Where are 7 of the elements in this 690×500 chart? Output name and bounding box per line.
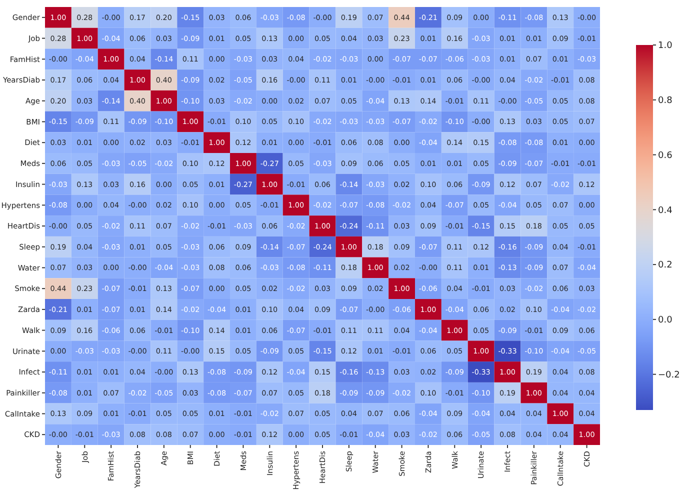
color-bar-label: −0.2 bbox=[658, 370, 680, 380]
color-bar-label: 0.2 bbox=[658, 260, 672, 271]
color-bar-label: 0.6 bbox=[658, 150, 673, 161]
color-bar-label: 0.8 bbox=[658, 96, 673, 106]
color-bar-label: 0.0 bbox=[658, 316, 673, 326]
color-bar-label: 0.4 bbox=[658, 206, 673, 216]
color-bar-label: 1.0 bbox=[658, 41, 673, 52]
